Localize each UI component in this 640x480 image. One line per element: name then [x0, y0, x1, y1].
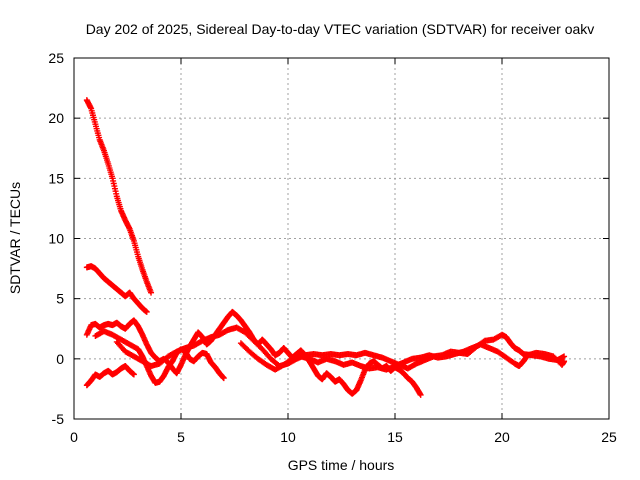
y-tick-label: 10	[48, 231, 64, 247]
data-point	[220, 375, 227, 382]
data-point	[148, 289, 155, 296]
x-tick-labels: 0 5 10 15 20 25	[70, 429, 617, 445]
data-point	[143, 308, 150, 315]
y-tick-label: 20	[48, 110, 64, 126]
data-point	[130, 371, 137, 378]
data-point	[561, 358, 568, 365]
x-tick-label: 20	[494, 429, 510, 445]
series-track-c	[83, 308, 424, 398]
x-tick-label: 0	[70, 429, 78, 445]
x-axis-label: GPS time / hours	[288, 457, 395, 473]
y-tick-label: 15	[48, 170, 64, 186]
x-tick-label: 10	[280, 429, 296, 445]
y-tick-label: -5	[52, 411, 65, 427]
y-tick-labels: -5 0 5 10 15 20 25	[48, 50, 64, 427]
series-track-g	[237, 340, 568, 373]
y-tick-label: 0	[56, 351, 64, 367]
y-axis-label: SDTVAR / TECUs	[7, 182, 23, 294]
data-points	[83, 97, 568, 398]
series-track-d	[83, 363, 137, 389]
y-tick-label: 5	[56, 291, 64, 307]
series-track-a	[83, 97, 155, 296]
y-tick-label: 25	[48, 50, 64, 66]
x-tick-label: 5	[177, 429, 185, 445]
data-point	[417, 391, 424, 398]
chart-title: Day 202 of 2025, Sidereal Day-to-day VTE…	[86, 21, 595, 37]
axis-ticks	[73, 57, 610, 420]
x-tick-label: 25	[601, 429, 617, 445]
grid-lines	[74, 58, 609, 419]
x-tick-label: 15	[387, 429, 403, 445]
series-track-b	[83, 263, 150, 315]
